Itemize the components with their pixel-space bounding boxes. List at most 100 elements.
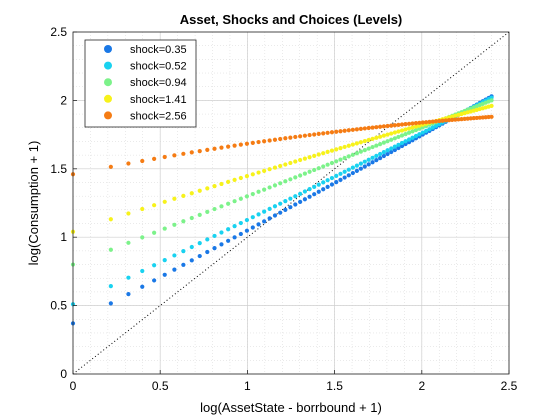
data-point (219, 146, 223, 150)
data-point (172, 253, 176, 257)
data-point (245, 194, 249, 198)
data-point (256, 140, 260, 144)
data-point (251, 225, 255, 229)
data-point (293, 202, 297, 206)
data-point (232, 199, 236, 203)
data-point (251, 141, 255, 145)
data-point (232, 224, 236, 228)
data-point (219, 204, 223, 208)
data-point (198, 213, 202, 217)
data-point (262, 169, 266, 173)
data-point (347, 154, 351, 158)
data-point (172, 268, 176, 272)
data-point (205, 148, 209, 152)
data-point (312, 168, 316, 172)
data-point (382, 124, 386, 128)
data-point (109, 165, 113, 169)
data-point (205, 210, 209, 214)
data-point (152, 278, 156, 282)
data-point (326, 131, 330, 135)
data-point (205, 186, 209, 190)
data-point (245, 174, 249, 178)
y-tick-label: 1 (60, 230, 67, 244)
data-point (355, 169, 359, 173)
data-point (140, 269, 144, 273)
data-point (273, 213, 277, 217)
data-point (355, 164, 359, 168)
data-point (288, 205, 292, 209)
data-point (298, 158, 302, 162)
data-point (226, 144, 230, 148)
data-point (338, 178, 342, 182)
x-tick-label: 1 (244, 379, 251, 393)
legend-entry: shock=0.35 (130, 44, 187, 56)
data-point (351, 171, 355, 175)
data-point (251, 215, 255, 219)
data-point (262, 187, 266, 191)
data-point (278, 202, 282, 206)
data-point (239, 197, 243, 201)
data-point (330, 149, 334, 153)
data-point (347, 168, 351, 172)
data-point (212, 147, 216, 151)
data-point (367, 158, 371, 162)
data-point (312, 185, 316, 189)
data-point (283, 136, 287, 140)
data-point (321, 131, 325, 135)
data-point (374, 158, 378, 162)
data-point (303, 134, 307, 138)
data-point (321, 151, 325, 155)
data-point (140, 159, 144, 163)
data-point (378, 156, 382, 160)
data-point (262, 139, 266, 143)
data-point (239, 176, 243, 180)
data-point (163, 200, 167, 204)
data-point (338, 172, 342, 176)
y-tick-label: 1.5 (50, 162, 67, 176)
data-point (330, 182, 334, 186)
legend-entry: shock=0.52 (130, 61, 187, 73)
data-point (307, 133, 311, 137)
data-point (489, 98, 493, 102)
data-point (152, 231, 156, 235)
data-point (370, 125, 374, 129)
data-point (317, 183, 321, 187)
data-point (363, 126, 367, 130)
data-point (278, 211, 282, 215)
data-point (226, 180, 230, 184)
y-tick-label: 0.5 (50, 299, 67, 313)
data-point (256, 222, 260, 226)
data-point (334, 130, 338, 134)
data-point (326, 163, 330, 167)
data-point (307, 155, 311, 159)
legend-marker (104, 62, 112, 70)
data-point (298, 200, 302, 204)
data-point (374, 136, 378, 140)
data-point (370, 145, 374, 149)
data-point (355, 151, 359, 155)
data-point (370, 156, 374, 160)
data-point (212, 207, 216, 211)
data-point (256, 170, 260, 174)
x-tick-label: 2.5 (501, 379, 518, 393)
data-point (359, 140, 363, 144)
data-point (172, 197, 176, 201)
data-point (190, 191, 194, 195)
data-point (152, 263, 156, 267)
data-point (374, 143, 378, 147)
data-point (172, 223, 176, 227)
data-point (152, 157, 156, 161)
data-point (283, 199, 287, 203)
legend: shock=0.35 shock=0.52 shock=0.94 shock=1.41… (85, 40, 196, 127)
data-point (303, 197, 307, 201)
legend-entry: shock=1.41 (130, 94, 187, 106)
data-point (256, 212, 260, 216)
data-point (396, 123, 400, 127)
data-point (334, 159, 338, 163)
data-point (382, 141, 386, 145)
data-point (374, 154, 378, 158)
legend-marker (104, 95, 112, 103)
data-point (163, 273, 167, 277)
data-point (307, 170, 311, 174)
